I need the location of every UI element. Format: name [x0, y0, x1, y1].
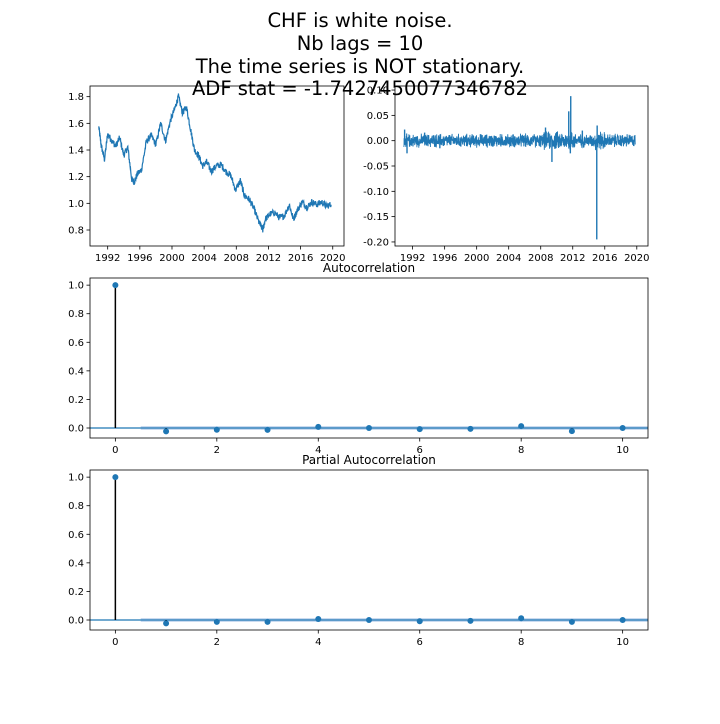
y-tick-label: 0.2	[68, 587, 84, 598]
x-tick-label: 1992	[400, 253, 425, 264]
lag-point	[518, 423, 525, 430]
x-tick-label: 2	[214, 637, 220, 648]
axes-acf: 0 2 4 6 8 10 0.0 0.2 0.4 0.6 0.8 1.0 Autocorrelation	[68, 261, 649, 456]
lag-point	[264, 618, 271, 625]
lag-point	[568, 428, 575, 435]
lag-point	[467, 425, 474, 432]
x-tick-label: 2004	[496, 253, 521, 264]
y-tick-label: -0.05	[363, 162, 389, 173]
lag-point	[315, 423, 322, 430]
x-tick-label: 2016	[288, 253, 313, 264]
series-line-returns	[403, 131, 636, 151]
y-tick-label: 1.0	[68, 199, 84, 210]
axes-returns: 1992 1996 2000 2004 2008 2012 2016 2020 -0.20 -0.…	[363, 86, 649, 264]
y-tick-label: -0.10	[363, 187, 389, 198]
axes-frame	[89, 85, 345, 247]
x-tick-label: 1992	[95, 253, 120, 264]
y-tick-label: 0.0	[68, 424, 84, 435]
y-tick-label: 0.6	[68, 338, 84, 349]
axes-frame	[394, 85, 649, 247]
y-tick-label: 0.4	[68, 558, 84, 569]
x-tick-label: 10	[616, 445, 629, 456]
x-tick-label: 8	[518, 445, 524, 456]
x-tick-label: 10	[616, 637, 629, 648]
y-tick-label: 0.05	[367, 111, 389, 122]
lag-point	[112, 282, 119, 289]
y-tick-label: 1.6	[68, 119, 84, 130]
suptitle-line-3: The time series is NOT stationary.	[195, 55, 525, 78]
x-tick-label: 2004	[191, 253, 216, 264]
x-tick-label: 0	[112, 445, 118, 456]
lag-point	[264, 426, 271, 433]
x-tick-label: 4	[315, 445, 321, 456]
axes-title: Autocorrelation	[323, 261, 415, 275]
x-tick-label: 0	[112, 637, 118, 648]
plot-area-returns	[403, 96, 636, 240]
x-tick-label: 2012	[560, 253, 585, 264]
suptitle-line-1: CHF is white noise.	[267, 9, 453, 32]
lag-point	[366, 617, 372, 623]
y-tick-label: 1.8	[68, 92, 84, 103]
x-tick-label: 6	[417, 445, 423, 456]
y-tick-label: 0.00	[367, 136, 389, 147]
lag-point	[518, 615, 525, 622]
lag-point	[416, 426, 423, 433]
lag-point	[213, 426, 220, 433]
x-tick-label: 2008	[528, 253, 553, 264]
x-tick-label: 2000	[464, 253, 489, 264]
y-tick-label: 0.8	[68, 501, 84, 512]
lag-point	[213, 618, 220, 625]
suptitle-line-2: Nb lags = 10	[296, 32, 424, 55]
plot-area-acf	[90, 282, 648, 435]
y-tick-label: -0.15	[363, 212, 389, 223]
lag-point	[619, 425, 626, 431]
axes-level: 1992 1996 2000 2004 2008 2012 2016 2020 0.8 1.0 1.…	[68, 85, 345, 264]
plot-area-level	[98, 93, 332, 233]
y-tick-label: 0.10	[367, 86, 389, 97]
lag-point	[416, 618, 423, 625]
y-tick-label: 0.2	[68, 395, 84, 406]
x-tick-label: 2020	[624, 253, 649, 264]
lag-point	[366, 425, 372, 431]
axes-title: Partial Autocorrelation	[302, 453, 436, 467]
axes-frame	[89, 277, 649, 439]
suptitle-line-4: ADF stat = -1.7427450077346782	[191, 77, 529, 100]
x-tick-label: 2020	[320, 253, 345, 264]
lag-point	[619, 617, 626, 623]
y-tick-label: 1.4	[68, 146, 84, 157]
axes-frame	[89, 469, 649, 631]
x-tick-label: 1996	[127, 253, 152, 264]
lag-point	[163, 428, 170, 435]
y-tick-label: 1.2	[68, 172, 84, 183]
axes-pacf: 0 2 4 6 8 10 0.0 0.2 0.4 0.6 0.8 1.0 Partial Autocor…	[68, 453, 649, 648]
y-tick-label: 0.8	[68, 309, 84, 320]
x-tick-label: 2000	[159, 253, 184, 264]
x-tick-label: 6	[417, 637, 423, 648]
y-tick-label: -0.20	[363, 237, 389, 248]
series-line-level	[98, 93, 332, 233]
x-tick-label: 4	[315, 637, 321, 648]
y-tick-label: 0.8	[68, 226, 84, 237]
x-tick-label: 2	[214, 445, 220, 456]
y-tick-label: 0.4	[68, 366, 84, 377]
x-tick-label: 2016	[592, 253, 617, 264]
y-tick-label: 0.6	[68, 530, 84, 541]
x-tick-label: 2012	[256, 253, 281, 264]
x-tick-label: 1996	[432, 253, 457, 264]
x-tick-label: 8	[518, 637, 524, 648]
lag-point	[163, 620, 170, 627]
y-tick-label: 1.0	[68, 281, 84, 292]
plot-area-pacf	[90, 474, 648, 627]
y-tick-label: 0.0	[68, 616, 84, 627]
lag-point	[112, 474, 119, 481]
lag-point	[568, 618, 575, 625]
x-tick-label: 2008	[224, 253, 249, 264]
y-tick-label: 1.0	[68, 473, 84, 484]
lag-point	[315, 616, 322, 622]
lag-point	[467, 617, 474, 624]
